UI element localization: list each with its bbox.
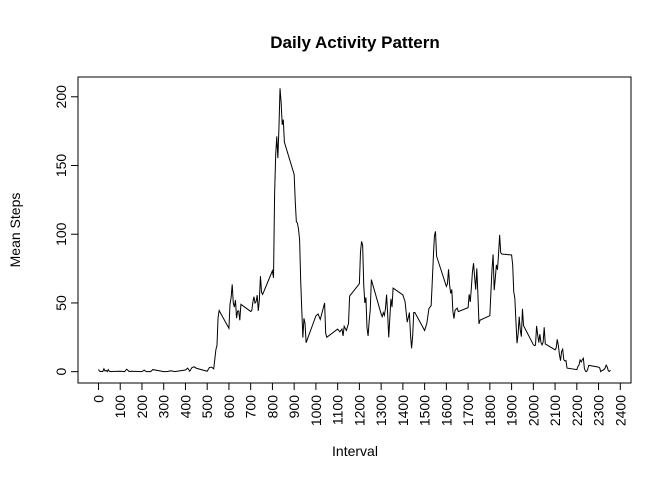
x-tick-label: 1200	[351, 395, 367, 426]
x-tick-label: 1100	[330, 395, 346, 425]
x-tick-label: 800	[264, 395, 280, 419]
x-tick-label: 1000	[308, 395, 324, 426]
x-tick-label: 500	[199, 395, 215, 419]
x-tick-label: 2100	[547, 395, 563, 426]
x-tick-label: 2400	[612, 395, 628, 426]
x-tick-label: 1900	[504, 395, 520, 426]
y-tick-label: 0	[53, 368, 69, 376]
x-tick-label: 1700	[460, 395, 476, 426]
x-tick-label: 200	[134, 395, 150, 419]
y-tick-label: 200	[53, 85, 69, 109]
x-tick-label: 2200	[569, 395, 585, 426]
x-tick-label: 1600	[438, 395, 454, 426]
chart-title: Daily Activity Pattern	[270, 33, 439, 52]
x-tick-label: 400	[177, 395, 193, 419]
y-tick-label: 100	[53, 222, 69, 246]
x-tick-label: 300	[156, 395, 172, 419]
y-tick-label: 50	[53, 295, 69, 311]
y-axis-label: Mean Steps	[7, 193, 23, 268]
x-tick-label: 2000	[525, 395, 541, 426]
x-axis-label: Interval	[332, 443, 378, 459]
x-tick-label: 100	[112, 395, 128, 419]
x-tick-label: 1800	[482, 395, 498, 426]
x-tick-label: 900	[286, 395, 302, 419]
x-tick-label: 700	[243, 395, 259, 419]
x-tick-label: 600	[221, 395, 237, 419]
x-tick-label: 1300	[373, 395, 389, 426]
data-line	[98, 88, 611, 373]
x-tick-label: 1500	[417, 395, 433, 426]
x-tick-label: 0	[90, 395, 106, 403]
x-tick-label: 2300	[591, 395, 607, 426]
x-tick-label: 1400	[395, 395, 411, 426]
y-tick-label: 150	[53, 154, 69, 178]
